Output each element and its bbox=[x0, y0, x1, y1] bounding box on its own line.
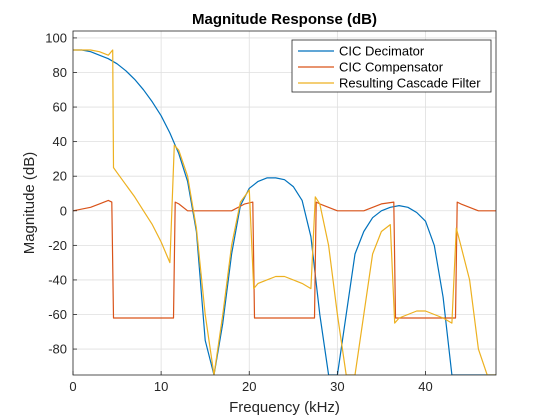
series-line-cic-decimator bbox=[73, 49, 496, 375]
series-layer bbox=[73, 49, 496, 375]
x-tick-label: 20 bbox=[242, 379, 256, 394]
y-tick-label: -80 bbox=[48, 342, 67, 357]
y-tick-label: 100 bbox=[45, 30, 67, 45]
y-tick-label: 20 bbox=[53, 169, 67, 184]
x-tick-label: 40 bbox=[418, 379, 432, 394]
y-tick-label: 0 bbox=[60, 203, 67, 218]
y-tick-label: 80 bbox=[53, 65, 67, 80]
x-tick-label: 10 bbox=[154, 379, 168, 394]
y-tick-label: 60 bbox=[53, 100, 67, 115]
y-axis-label: Magnitude (dB) bbox=[21, 152, 38, 255]
tick-layer: 0 10 20 30 40 -80 -60 -40 -20 0 20 40 60 80 100 bbox=[45, 30, 432, 394]
legend-entry-label: CIC Compensator bbox=[339, 60, 444, 75]
y-tick-label: -20 bbox=[48, 238, 67, 253]
y-tick-label: 40 bbox=[53, 134, 67, 149]
x-tick-label: 0 bbox=[69, 379, 76, 394]
x-tick-label: 30 bbox=[330, 379, 344, 394]
series-line-cic-compensator bbox=[73, 199, 496, 319]
plot-frame bbox=[72, 30, 497, 376]
legend-entry-label: Resulting Cascade Filter bbox=[339, 76, 481, 91]
legend-entry-label: CIC Decimator bbox=[339, 44, 425, 59]
x-axis-label: Frequency (kHz) bbox=[229, 399, 340, 416]
y-tick-label: -60 bbox=[48, 307, 67, 322]
series-line-resulting-cascade-filter bbox=[73, 49, 496, 375]
y-tick-label: -40 bbox=[48, 272, 67, 287]
chart-title: Magnitude Response (dB) bbox=[192, 11, 377, 28]
